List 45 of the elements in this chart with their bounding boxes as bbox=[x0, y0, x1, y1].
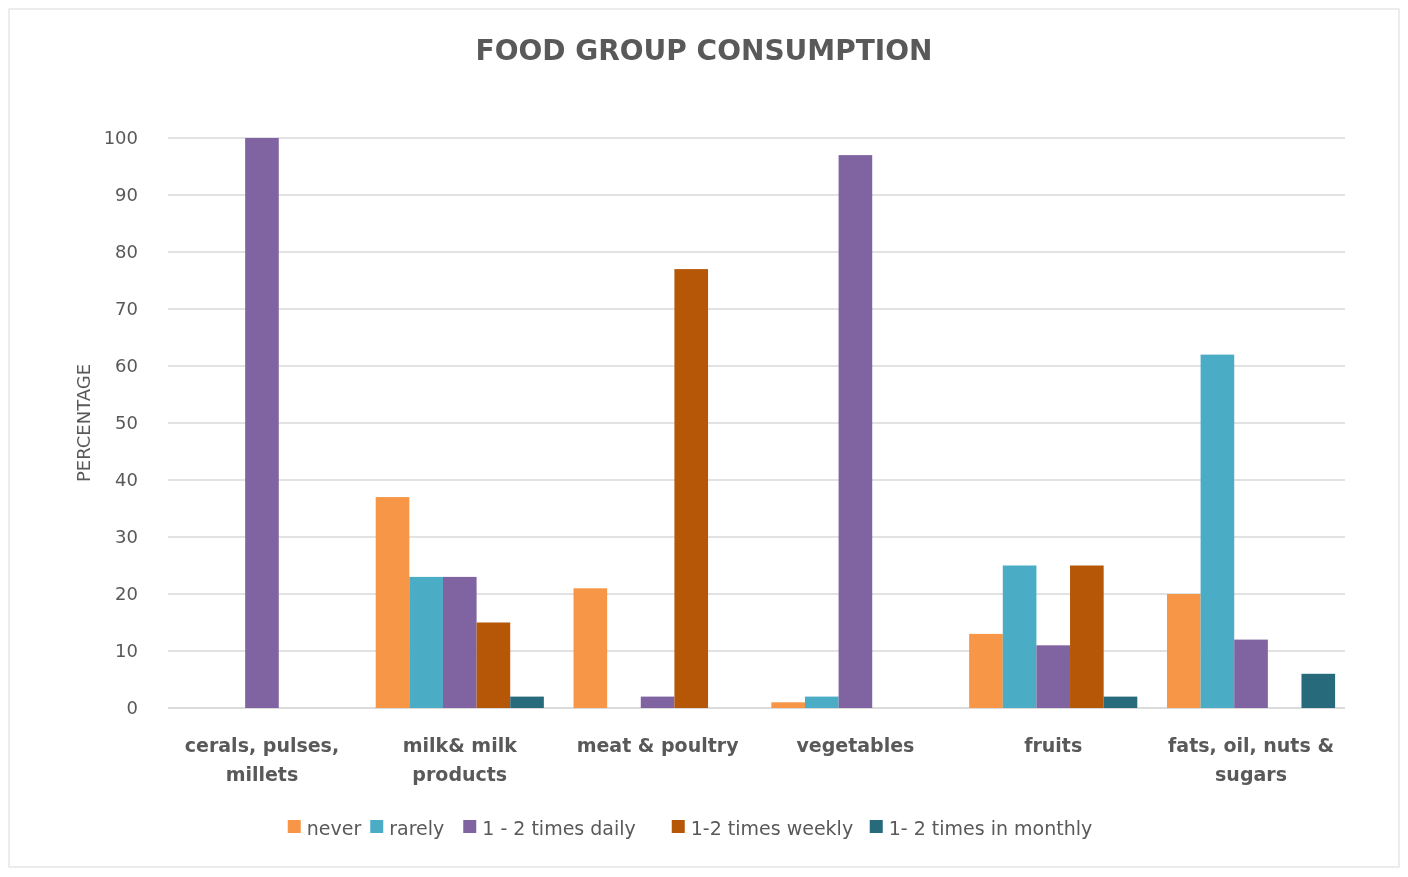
legend-label: rarely bbox=[389, 816, 445, 839]
y-tick-label: 20 bbox=[115, 583, 138, 605]
bar bbox=[442, 576, 477, 708]
bar bbox=[1200, 354, 1235, 708]
x-tick-label: vegetables bbox=[796, 734, 915, 756]
legend-label: 1 - 2 times daily bbox=[482, 816, 636, 839]
y-tick-label: 0 bbox=[126, 697, 138, 719]
bar bbox=[245, 138, 279, 708]
bar bbox=[1234, 639, 1268, 708]
bar bbox=[771, 702, 805, 708]
x-tick-label: fats, oil, nuts & sugars bbox=[1168, 734, 1334, 785]
bar bbox=[1166, 594, 1201, 708]
chart-title: FOOD GROUP CONSUMPTION bbox=[475, 34, 933, 67]
legend-label: 1- 2 times in monthly bbox=[888, 816, 1093, 839]
bar bbox=[510, 696, 544, 708]
y-tick-label: 40 bbox=[115, 469, 138, 491]
x-tick-label: meat & poultry bbox=[576, 734, 740, 756]
bar bbox=[969, 633, 1003, 708]
x-tick-label: milk& milk products bbox=[402, 734, 518, 785]
bar bbox=[476, 622, 511, 708]
y-axis-title: PERCENTAGE bbox=[73, 363, 94, 483]
y-tick-label: 60 bbox=[115, 355, 138, 377]
legend-label: 1-2 times weekly bbox=[690, 816, 854, 839]
y-tick-label: 90 bbox=[115, 184, 138, 206]
bar bbox=[573, 588, 608, 708]
y-tick-label: 80 bbox=[115, 241, 138, 263]
bar bbox=[1103, 696, 1138, 708]
bar bbox=[409, 576, 443, 708]
x-tick-label: fruits bbox=[1024, 734, 1083, 756]
bar bbox=[838, 155, 873, 708]
bar bbox=[640, 696, 675, 708]
bar bbox=[1301, 673, 1336, 708]
bar bbox=[674, 269, 709, 708]
bar bbox=[804, 696, 839, 708]
y-tick-label: 10 bbox=[115, 640, 138, 662]
bar bbox=[1070, 565, 1104, 708]
legend-label: never bbox=[306, 816, 362, 839]
x-tick-label: cerals, pulses, millets bbox=[184, 734, 340, 785]
bar bbox=[1036, 645, 1071, 708]
y-tick-label: 50 bbox=[115, 412, 138, 434]
y-tick-label: 100 bbox=[103, 127, 138, 149]
bar bbox=[1002, 565, 1037, 708]
y-tick-label: 30 bbox=[115, 526, 138, 548]
bar bbox=[375, 497, 410, 708]
y-tick-label: 70 bbox=[115, 298, 138, 320]
